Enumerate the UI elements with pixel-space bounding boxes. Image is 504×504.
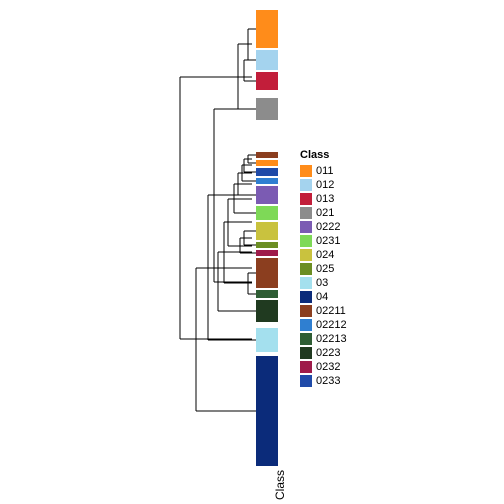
legend-label: 03 — [316, 276, 328, 290]
class-bar-021 — [256, 98, 278, 120]
legend-swatch — [300, 249, 312, 261]
legend-swatch — [300, 221, 312, 233]
legend-swatch — [300, 305, 312, 317]
legend-swatch — [300, 361, 312, 373]
legend: Class 0110120130210222023102402503040221… — [300, 148, 347, 388]
legend-swatch — [300, 165, 312, 177]
legend-swatch — [300, 291, 312, 303]
class-bar-03 — [256, 328, 278, 352]
legend-swatch — [300, 277, 312, 289]
legend-label: 0231 — [316, 234, 340, 248]
legend-row-02211: 02211 — [300, 304, 347, 318]
legend-swatch — [300, 333, 312, 345]
class-bar-02212 — [256, 178, 278, 184]
legend-label: 0222 — [316, 220, 340, 234]
legend-label: 02211 — [316, 304, 346, 318]
legend-title: Class — [300, 148, 347, 162]
class-bar-025 — [256, 242, 278, 248]
legend-label: 02212 — [316, 318, 347, 332]
class-bar-04 — [256, 356, 278, 466]
legend-row-02212: 02212 — [300, 318, 347, 332]
class-bar-0233 — [256, 168, 278, 176]
legend-label: 024 — [316, 248, 334, 262]
class-bar-0222 — [256, 186, 278, 204]
legend-row-012: 012 — [300, 178, 347, 192]
legend-label: 0233 — [316, 374, 340, 388]
legend-label: 011 — [316, 164, 334, 178]
legend-swatch — [300, 375, 312, 387]
legend-row-02213: 02213 — [300, 332, 347, 346]
legend-row-021: 021 — [300, 206, 347, 220]
legend-swatch — [300, 263, 312, 275]
legend-swatch — [300, 193, 312, 205]
class-bar-02213 — [256, 290, 278, 298]
legend-swatch — [300, 347, 312, 359]
legend-label: 04 — [316, 290, 328, 304]
legend-label: 021 — [316, 206, 334, 220]
legend-row-0232: 0232 — [300, 360, 347, 374]
dendrogram-chart: Class 0110120130210222023102402503040221… — [0, 0, 504, 504]
legend-label: 012 — [316, 178, 334, 192]
x-axis-label: Class — [273, 470, 287, 500]
legend-row-0233: 0233 — [300, 374, 347, 388]
legend-row-03: 03 — [300, 276, 347, 290]
class-bar-013 — [256, 72, 278, 90]
legend-row-011: 011 — [300, 164, 347, 178]
class-bar-024 — [256, 222, 278, 240]
legend-swatch — [300, 319, 312, 331]
legend-swatch — [300, 207, 312, 219]
legend-row-0223: 0223 — [300, 346, 347, 360]
legend-label: 0223 — [316, 346, 340, 360]
dendrogram-lines — [0, 0, 504, 504]
class-bar-0231 — [256, 206, 278, 220]
class-bar-02211 — [256, 152, 278, 158]
legend-row-024: 024 — [300, 248, 347, 262]
legend-label: 02213 — [316, 332, 347, 346]
class-bar-0232 — [256, 250, 278, 256]
legend-row-013: 013 — [300, 192, 347, 206]
legend-label: 0232 — [316, 360, 340, 374]
class-bar-02211b — [256, 258, 278, 288]
class-bar-0223 — [256, 300, 278, 322]
legend-label: 013 — [316, 192, 334, 206]
class-bar-011 — [256, 10, 278, 48]
legend-label: 025 — [316, 262, 334, 276]
legend-swatch — [300, 179, 312, 191]
legend-swatch — [300, 235, 312, 247]
class-bar-012 — [256, 50, 278, 70]
legend-row-025: 025 — [300, 262, 347, 276]
legend-row-0222: 0222 — [300, 220, 347, 234]
legend-row-04: 04 — [300, 290, 347, 304]
class-bar-011b — [256, 160, 278, 166]
legend-row-0231: 0231 — [300, 234, 347, 248]
